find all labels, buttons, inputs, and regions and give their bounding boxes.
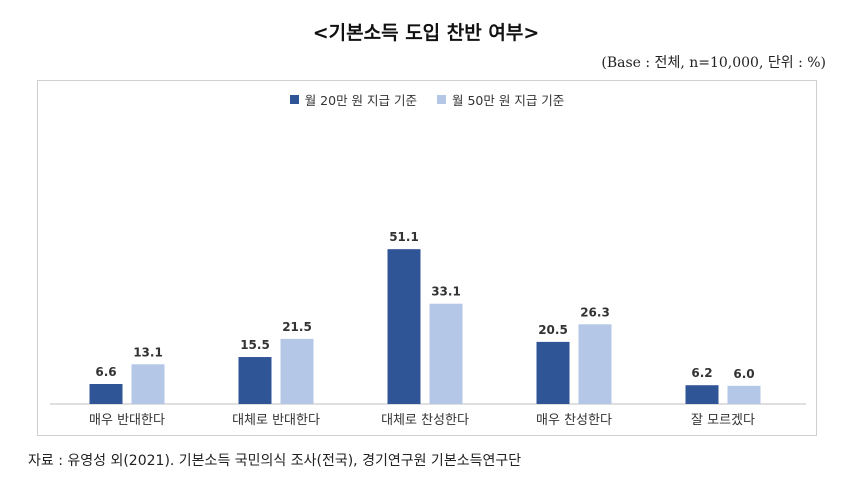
category-label-3: 매우 찬성한다 [536, 413, 612, 428]
data-label-series-2-4: 6.0 [733, 367, 754, 381]
bar-series-1-1 [238, 357, 272, 404]
category-label-0: 매우 반대한다 [89, 413, 165, 428]
data-label-series-1-1: 15.5 [240, 338, 270, 352]
chart-frame: 월 20만 원 지급 기준 월 50만 원 지급 기준 6.6 13.1 매우 반대… [37, 80, 817, 436]
legend-item-series-1: 월 20만 원 지급 기준 [289, 90, 417, 109]
data-label-series-1-4: 6.2 [691, 366, 712, 380]
data-label-series-1-2: 51.1 [389, 230, 419, 244]
bar-series-2-2 [429, 303, 463, 404]
chart-title: <기본소득 도입 찬반 여부> [312, 22, 540, 44]
data-label-series-1-3: 20.5 [538, 323, 568, 337]
base-note: (Base : 전체, n=10,000, 단위 : %) [601, 55, 826, 71]
data-label-series-2-0: 13.1 [133, 345, 163, 359]
data-label-series-2-2: 33.1 [431, 285, 461, 299]
data-label-series-1-0: 6.6 [95, 365, 116, 379]
data-label-series-2-1: 21.5 [282, 320, 312, 334]
category-label-2: 대체로 찬성한다 [381, 413, 469, 428]
legend-label-series-2: 월 50만 원 지급 기준 [452, 93, 565, 108]
bar-series-2-3 [578, 324, 612, 404]
bar-chart-plot: 6.6 13.1 매우 반대한다 15.5 21.5 대체로 반대한다 51.1 33.1 대체… [50, 230, 806, 428]
legend: 월 20만 원 지급 기준 월 50만 원 지급 기준 [38, 90, 816, 109]
bar-series-1-4 [685, 385, 719, 404]
data-label-series-2-3: 26.3 [580, 305, 610, 319]
legend-item-series-2: 월 50만 원 지급 기준 [437, 90, 564, 109]
bar-series-1-0 [89, 384, 123, 404]
category-label-4: 잘 모르겠다 [691, 413, 755, 428]
bar-series-1-2 [387, 249, 421, 404]
bar-series-1-3 [536, 341, 570, 404]
source-note: 자료 : 유영성 외(2021). 기본소득 국민의식 조사(전국), 경기연구… [28, 453, 522, 469]
bar-series-2-4 [727, 385, 761, 404]
legend-label-series-1: 월 20만 원 지급 기준 [304, 93, 417, 108]
legend-swatch-series-2 [437, 95, 446, 104]
category-label-1: 대체로 반대한다 [232, 413, 320, 428]
bar-series-2-1 [280, 338, 314, 404]
bar-series-2-0 [131, 364, 165, 404]
legend-swatch-series-1 [289, 95, 299, 104]
